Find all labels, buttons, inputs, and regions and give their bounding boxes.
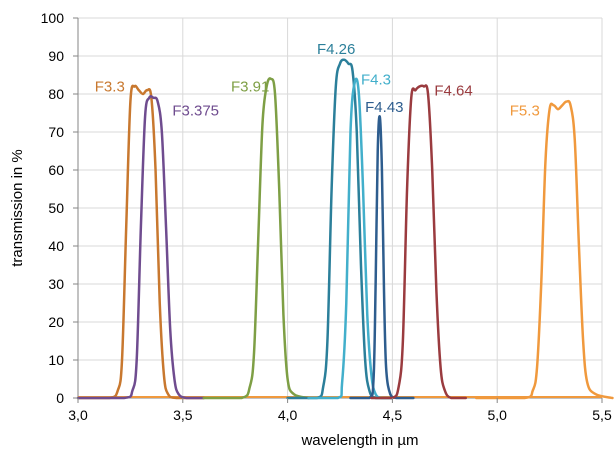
series-label-f4-43: F4.43 bbox=[365, 99, 403, 116]
series-line-f3-3 bbox=[76, 84, 206, 400]
y-axis-title: transmission in % bbox=[9, 149, 26, 267]
series-line-f4-3 bbox=[307, 77, 394, 400]
y-tick-label: 70 bbox=[48, 124, 64, 140]
series-line-f4-64 bbox=[370, 84, 468, 400]
x-tick-label: 4,0 bbox=[278, 407, 298, 423]
x-axis-ticks: 3,0 3,5 4,0 4,5 5,0 5,5 bbox=[68, 398, 612, 423]
series-labels: F3.3 F3.375 F3.91 F4.26 F4.3 F4.43 F4.64 F5.3 bbox=[95, 41, 540, 120]
y-tick-label: 80 bbox=[48, 86, 64, 102]
series-line-f3-91 bbox=[202, 77, 310, 400]
x-tick-label: 5,0 bbox=[487, 407, 507, 423]
y-tick-label: 10 bbox=[48, 352, 64, 368]
y-tick-label: 100 bbox=[41, 10, 65, 26]
y-tick-label: 40 bbox=[48, 238, 64, 254]
y-axis-ticks: 0 10 20 30 40 50 60 70 80 90 100 bbox=[41, 10, 78, 406]
y-tick-label: 90 bbox=[48, 48, 64, 64]
series-lines bbox=[76, 58, 614, 400]
series-line-f4-26 bbox=[286, 58, 394, 400]
x-tick-label: 4,5 bbox=[383, 407, 403, 423]
series-line-f5-3 bbox=[474, 99, 614, 400]
y-tick-label: 60 bbox=[48, 162, 64, 178]
y-tick-label: 50 bbox=[48, 200, 64, 216]
x-tick-label: 3,0 bbox=[68, 407, 88, 423]
y-tick-label: 20 bbox=[48, 314, 64, 330]
series-label-f5-3: F5.3 bbox=[510, 103, 540, 120]
x-tick-label: 5,5 bbox=[592, 407, 612, 423]
series-label-f4-64: F4.64 bbox=[434, 83, 472, 100]
series-label-f3-91: F3.91 bbox=[231, 78, 269, 95]
series-label-f4-3: F4.3 bbox=[361, 72, 391, 89]
series-label-f3-3: F3.3 bbox=[95, 78, 125, 95]
x-axis-title: wavelength in µm bbox=[300, 432, 418, 449]
series-line-f3-375 bbox=[76, 95, 206, 400]
y-tick-label: 0 bbox=[56, 390, 64, 406]
series-line-f4-43 bbox=[349, 114, 415, 400]
series-label-f3-375: F3.375 bbox=[172, 103, 219, 120]
y-tick-label: 30 bbox=[48, 276, 64, 292]
series-label-f4-26: F4.26 bbox=[317, 41, 355, 58]
x-tick-label: 3,5 bbox=[173, 407, 193, 423]
